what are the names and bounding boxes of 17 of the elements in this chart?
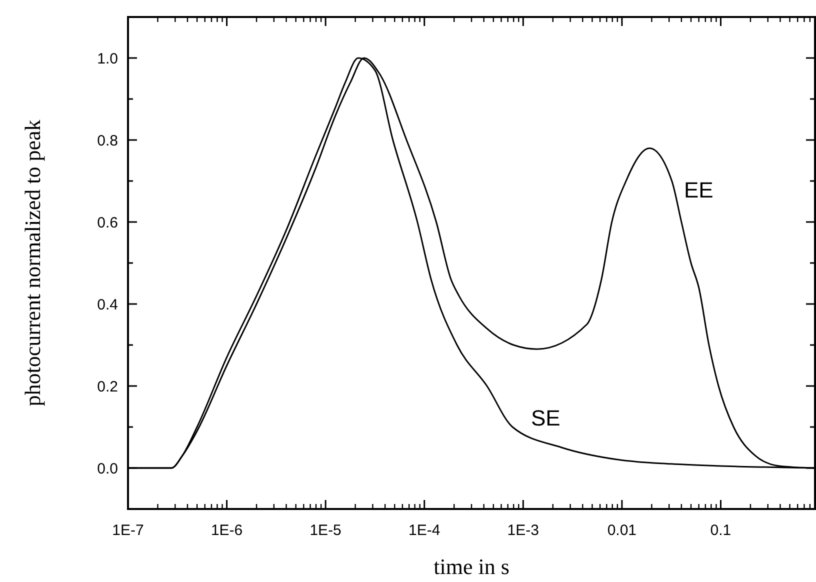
x-axis-title: time in s <box>434 554 510 579</box>
y-tick-label: 1.0 <box>97 50 118 68</box>
x-tick-label: 1E-4 <box>408 522 440 539</box>
x-tick-label: 1E-6 <box>210 522 243 539</box>
y-tick-label: 0.6 <box>97 214 118 232</box>
y-tick-label: 0.8 <box>97 132 118 150</box>
y-tick-label: 0.4 <box>97 296 118 314</box>
x-tick-label: 0.01 <box>607 522 637 539</box>
x-tick-label: 1E-7 <box>112 522 144 539</box>
x-tick-label: 1E-5 <box>310 522 342 539</box>
y-tick-label: 0.2 <box>97 378 118 396</box>
x-tick-label: 1E-3 <box>507 522 539 539</box>
series-label: EE <box>684 178 714 203</box>
x-tick-label: 0.1 <box>710 522 732 539</box>
y-tick-label: 0.0 <box>97 460 118 478</box>
series-label: SE <box>531 406 560 431</box>
y-axis-title: photocurrent normalized to peak <box>20 120 45 406</box>
